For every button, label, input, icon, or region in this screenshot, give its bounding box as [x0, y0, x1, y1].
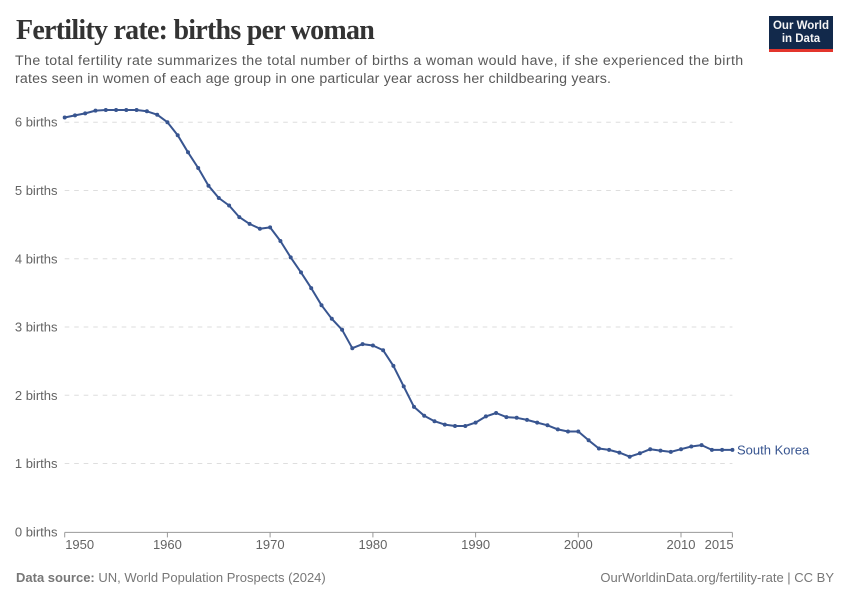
svg-text:1960: 1960: [153, 537, 182, 552]
svg-text:2010: 2010: [667, 537, 696, 552]
svg-text:2015: 2015: [705, 537, 734, 552]
svg-text:1970: 1970: [256, 537, 285, 552]
svg-text:2 births: 2 births: [15, 388, 58, 403]
svg-text:1980: 1980: [358, 537, 387, 552]
svg-text:1 births: 1 births: [15, 456, 58, 471]
svg-text:1990: 1990: [461, 537, 490, 552]
svg-text:2000: 2000: [564, 537, 593, 552]
svg-text:South Korea: South Korea: [737, 443, 810, 458]
svg-text:1950: 1950: [65, 537, 94, 552]
svg-text:4 births: 4 births: [15, 251, 58, 266]
svg-text:6 births: 6 births: [15, 115, 58, 130]
svg-text:5 births: 5 births: [15, 183, 58, 198]
svg-text:0 births: 0 births: [15, 524, 58, 539]
svg-text:3 births: 3 births: [15, 320, 58, 335]
